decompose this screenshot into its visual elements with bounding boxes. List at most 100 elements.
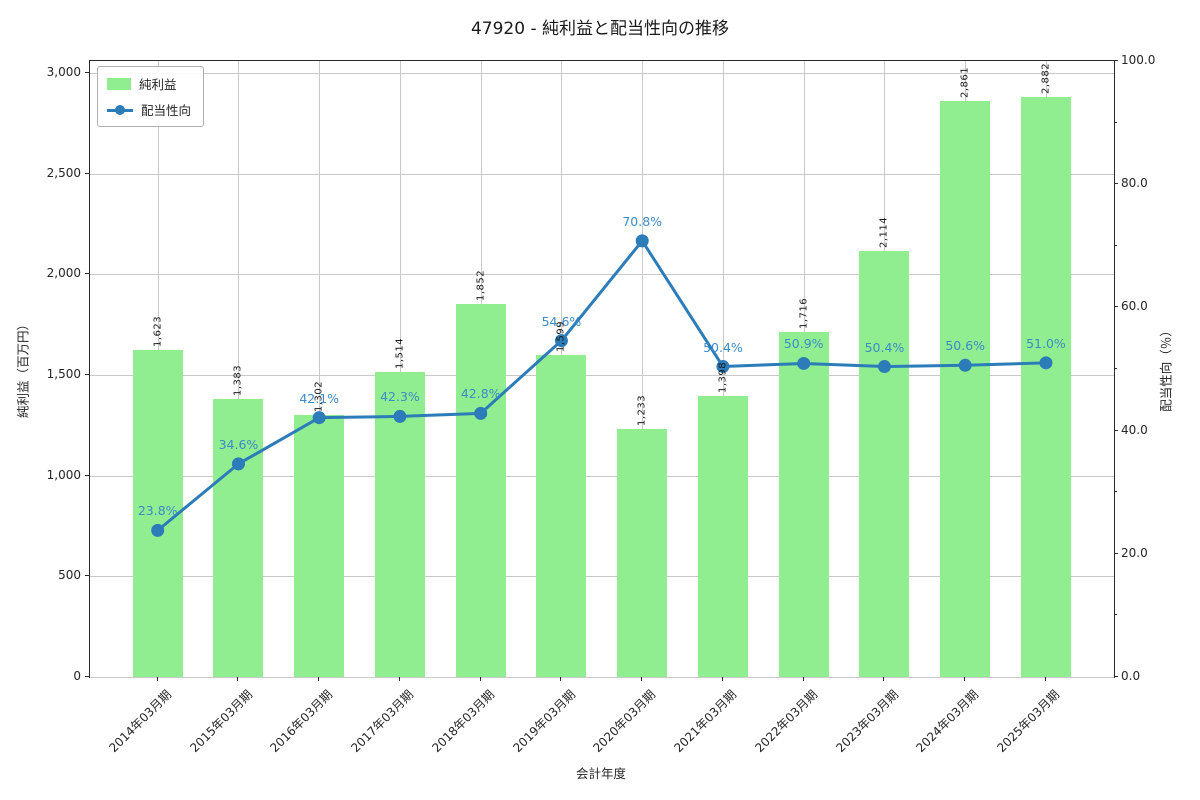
bar-value-label: 1,383 (232, 364, 244, 396)
x-tick (560, 677, 562, 681)
y-right-tick (1114, 676, 1118, 677)
y-left-tick (85, 72, 89, 74)
x-tick (1044, 677, 1046, 681)
payout-ratio-label: 50.4% (703, 339, 743, 355)
bar-value-label: 1,852 (475, 270, 487, 302)
y-right-minor-tick (1114, 614, 1117, 616)
x-tick-label: 2018年03月期 (429, 687, 498, 756)
legend-label: 配当性向 (141, 103, 192, 118)
x-tick-label: 2014年03月期 (106, 687, 175, 756)
payout-ratio-label: 50.6% (945, 338, 986, 354)
bar-value-label: 1,599 (555, 320, 567, 353)
net-profit-bar (940, 101, 991, 677)
net-profit-bar (374, 372, 425, 677)
x-tick (721, 677, 723, 681)
x-tick (479, 677, 481, 681)
x-tick-label: 2017年03月期 (348, 687, 417, 756)
x-tick (398, 677, 400, 681)
net-profit-bar (536, 355, 587, 677)
chart-title: 47920 - 純利益と配当性向の推移 (470, 19, 730, 39)
y-right-tick-label: 0.0 (1121, 669, 1141, 683)
x-tick-label: 2024年03月期 (913, 687, 982, 756)
x-tick-label: 2022年03月期 (752, 687, 821, 756)
y-left-tick (85, 575, 89, 577)
y-right-tick (1114, 429, 1118, 431)
y-left-tick-label: 0 (73, 669, 81, 683)
y-right-tick (1114, 60, 1118, 61)
net-profit-bar (455, 304, 506, 677)
payout-ratio-label: 51.0% (1026, 335, 1066, 351)
legend-label: 純利益 (139, 77, 177, 92)
h-gridline (90, 576, 1114, 578)
x-tick (318, 677, 320, 681)
x-axis-title: 会計年度 (575, 766, 627, 781)
y-left-tick (85, 474, 89, 476)
bar-value-label: 2,861 (959, 66, 971, 99)
y-right-tick-label: 80.0 (1121, 176, 1148, 191)
y-right-tick-label: 40.0 (1121, 422, 1148, 437)
payout-ratio-label: 42.3% (380, 389, 420, 405)
y-left-tick (85, 374, 89, 376)
payout-ratio-label: 23.8% (137, 503, 178, 519)
x-tick-label: 2016年03月期 (267, 687, 336, 756)
net-profit-bar (617, 428, 668, 677)
h-gridline (90, 173, 1114, 175)
x-tick-label: 2015年03月期 (187, 687, 255, 756)
y-axis-left-title: 純利益（百万円） (15, 317, 31, 419)
y-right-tick (1114, 552, 1118, 554)
y-left-tick-label: 1,000 (46, 467, 81, 482)
x-tick (237, 677, 239, 681)
bar-swatch-icon (107, 77, 131, 90)
y-right-tick-label: 20.0 (1121, 545, 1148, 560)
payout-ratio-label: 50.4% (864, 339, 905, 355)
y-left-tick (85, 676, 89, 677)
h-gridline (90, 677, 1114, 678)
net-profit-bar (697, 395, 748, 677)
x-tick (641, 677, 643, 681)
net-profit-bar (859, 251, 910, 677)
payout-ratio-label: 70.8% (622, 213, 663, 229)
payout-ratio-label: 50.9% (783, 336, 824, 352)
legend-item-net-profit: 純利益 (107, 74, 191, 93)
x-tick-label: 2019年03月期 (510, 687, 578, 756)
y-right-tick (1114, 183, 1118, 185)
bar-value-label: 1,302 (313, 380, 325, 412)
net-profit-bar (294, 414, 345, 677)
bar-value-label: 1,233 (636, 394, 648, 426)
x-tick (156, 677, 158, 681)
y-right-minor-tick (1114, 244, 1117, 246)
legend-item-payout-ratio: 配当性向 (107, 100, 191, 119)
y-right-tick (1114, 306, 1118, 308)
bar-value-label: 1,623 (152, 316, 164, 348)
net-profit-bar (778, 331, 829, 677)
y-left-tick (85, 172, 89, 174)
y-right-minor-tick (1114, 491, 1117, 493)
y-right-tick-label: 100.0 (1121, 53, 1156, 67)
y-right-tick-label: 60.0 (1121, 299, 1148, 314)
y-left-tick-label: 1,500 (46, 367, 81, 382)
y-left-tick-label: 500 (58, 568, 81, 583)
bar-value-label: 2,114 (878, 217, 890, 249)
x-tick-label: 2020年03月期 (590, 687, 659, 756)
plot-area: 23.8% 34.6% 42.1% 42.3% 42.8% 54.6% 70.8% 50.4%… (89, 60, 1115, 678)
bar-value-label: 2,882 (1040, 62, 1052, 94)
y-right-minor-tick (1114, 368, 1117, 369)
y-left-tick-label: 2,000 (46, 266, 81, 281)
y-axis-right-title: 配当性向（％） (1158, 324, 1174, 412)
bar-value-label: 1,716 (798, 297, 810, 329)
payout-ratio-label: 34.6% (218, 436, 259, 452)
net-profit-bar (1020, 96, 1071, 677)
y-left-tick (85, 273, 89, 275)
x-tick-label: 2023年03月期 (833, 687, 901, 756)
x-tick-label: 2025年03月期 (994, 687, 1063, 756)
payout-ratio-label: 42.8% (460, 386, 501, 402)
x-tick (883, 677, 885, 681)
y-left-tick-label: 3,000 (46, 65, 81, 80)
x-tick-label: 2021年03月期 (671, 687, 740, 756)
legend: 純利益 配当性向 (97, 66, 205, 127)
bar-value-label: 1,514 (394, 338, 406, 370)
x-tick (802, 677, 804, 681)
line-marker-icon (107, 104, 133, 116)
bar-value-label: 1,398 (717, 361, 729, 393)
